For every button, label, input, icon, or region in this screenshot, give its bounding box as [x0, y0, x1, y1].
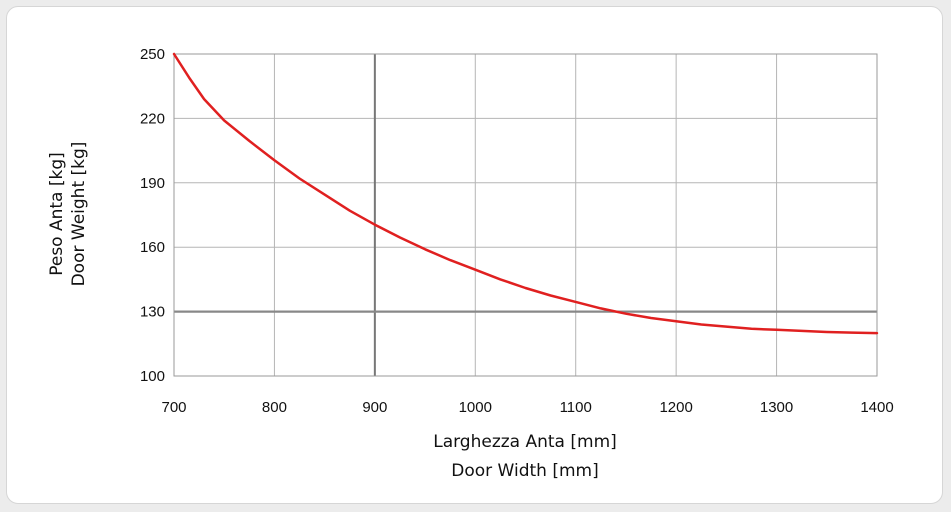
y-tick-label: 130: [140, 304, 165, 321]
x-axis-title-line-2: Door Width [mm]: [451, 461, 598, 481]
y-tick-label: 190: [140, 175, 165, 192]
x-tick-label: 1000: [459, 399, 492, 416]
y-tick-label: 220: [140, 110, 165, 127]
x-tick-label: 1300: [760, 399, 793, 416]
y-tick-labels: 250 220 190 160 130 100: [140, 46, 165, 385]
x-tick-label: 700: [161, 399, 186, 416]
series-line: [172, 52, 879, 335]
y-axis-title-line-2: Door Weight [kg]: [69, 142, 89, 287]
x-tick-labels: 700 800 900 1000 1100 1200 1300 1400: [161, 399, 893, 416]
x-tick-label: 1400: [860, 399, 893, 416]
x-tick-label: 1100: [560, 399, 592, 416]
y-tick-label: 160: [140, 239, 165, 256]
x-tick-label: 1200: [659, 399, 692, 416]
y-tick-label: 250: [140, 46, 165, 63]
y-axis-title-line-1: Peso Anta [kg]: [47, 152, 67, 276]
grid: [173, 53, 878, 377]
x-tick-label: 900: [362, 399, 387, 416]
x-axis-title-line-1: Larghezza Anta [mm]: [433, 432, 617, 452]
y-tick-label: 100: [140, 368, 165, 385]
series-group: [172, 52, 879, 335]
x-tick-label: 800: [262, 399, 287, 416]
plot-frame: [173, 53, 878, 377]
chart-card: [6, 6, 943, 504]
highlight-lines: [174, 54, 877, 376]
